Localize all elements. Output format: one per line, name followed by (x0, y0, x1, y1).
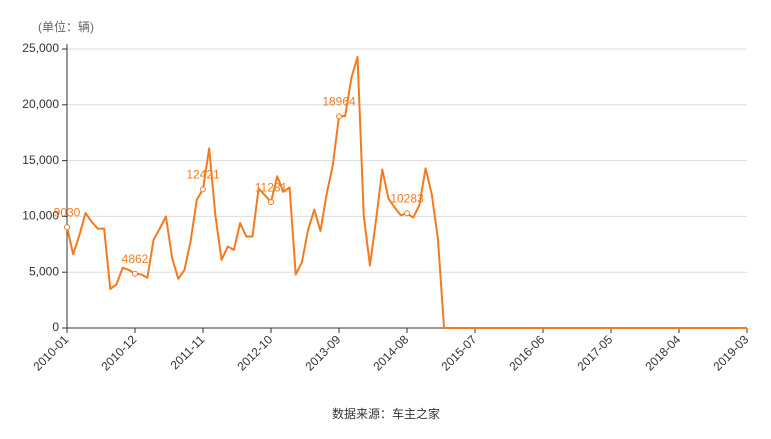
data-point (64, 224, 70, 231)
y-tick-label: 5,000 (29, 264, 59, 278)
y-tick-label: 10,000 (22, 209, 59, 223)
data-label: 11281 (255, 180, 288, 194)
data-label: 12421 (186, 168, 220, 182)
x-tick-label: 2012-10 (234, 332, 275, 373)
x-tick-label: 2015-07 (438, 332, 479, 373)
x-tick-label: 2017-05 (574, 332, 615, 373)
y-tick-label: 25,000 (22, 41, 59, 55)
data-label: 10283 (390, 191, 424, 205)
x-tick-label: 2011-11 (168, 332, 208, 372)
data-point (200, 186, 206, 193)
data-point (268, 199, 274, 206)
y-tick-label: 20,000 (22, 97, 59, 111)
x-tick-label: 2014-08 (370, 332, 411, 373)
x-tick-label: 2018-04 (642, 332, 683, 373)
x-tick-label: 2019-03 (710, 332, 751, 373)
data-label: 9030 (54, 205, 81, 219)
y-tick-label: 15,000 (22, 153, 59, 167)
data-point (132, 270, 138, 277)
data-point (404, 210, 410, 217)
x-tick-label: 2010-12 (98, 332, 139, 373)
x-tick-label: 2013-09 (302, 332, 343, 373)
x-tick-label: 2010-01 (30, 332, 71, 373)
x-tick-label: 2016-06 (506, 332, 547, 373)
source-note: 数据来源：车主之家 (332, 406, 440, 421)
data-label: 18964 (322, 95, 356, 109)
data-point (336, 113, 342, 120)
data-label: 4862 (122, 252, 149, 266)
unit-label: (单位：辆) (38, 19, 94, 34)
y-tick-label: 0 (52, 320, 59, 334)
